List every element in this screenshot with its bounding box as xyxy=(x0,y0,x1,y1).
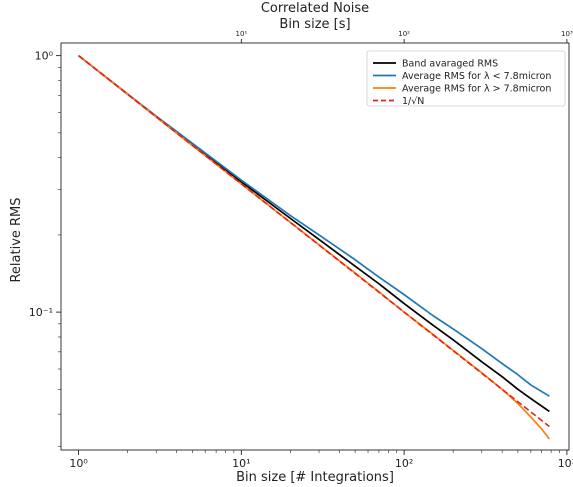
x-tick-label: 10¹ xyxy=(232,457,250,470)
top-tick-label: 10¹ xyxy=(235,30,247,38)
y-tick-label: 10⁰ xyxy=(35,50,54,63)
y-axis-label: Relative RMS xyxy=(9,197,24,282)
chart-title: Correlated Noise xyxy=(261,1,369,16)
x-tick-label: 10³ xyxy=(558,457,573,470)
series-line xyxy=(78,54,550,413)
top-tick-label: 10² xyxy=(398,30,410,38)
data-series xyxy=(78,54,551,440)
axis-ticks: 10⁰ 10¹ 10² 10³ 10¹ 10² 10³ 10⁻¹ 10⁰ xyxy=(29,30,573,470)
legend-label: Average RMS for λ < 7.8micron xyxy=(402,71,551,82)
series-line xyxy=(78,54,551,440)
top-tick-label: 10³ xyxy=(561,30,573,38)
top-axis-label: Bin size [s] xyxy=(279,17,350,32)
plot-frame xyxy=(60,42,570,451)
x-axis-label: Bin size [# Integrations] xyxy=(236,470,394,485)
x-tick-label: 10⁰ xyxy=(69,457,88,470)
y-tick-label: 10⁻¹ xyxy=(29,306,53,319)
x-tick-label: 10² xyxy=(395,457,413,470)
legend-label: Average RMS for λ > 7.8micron xyxy=(402,84,551,95)
legend-box xyxy=(366,50,566,107)
legend-label: Band avaraged RMS xyxy=(402,59,498,70)
series-line xyxy=(78,54,550,428)
legend-label: 1/√N xyxy=(402,96,424,107)
series-line xyxy=(78,54,550,397)
